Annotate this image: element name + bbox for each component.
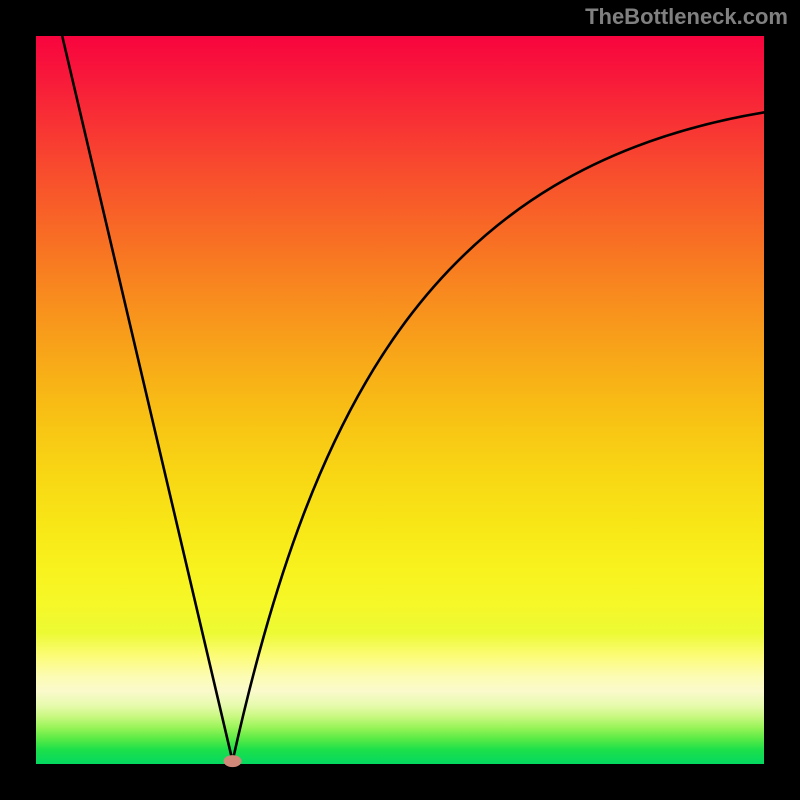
minimum-marker [224,755,242,767]
bottleneck-chart: TheBottleneck.com [0,0,800,800]
watermark-text: TheBottleneck.com [585,4,788,30]
chart-svg [0,0,800,800]
chart-gradient-panel [36,36,764,764]
